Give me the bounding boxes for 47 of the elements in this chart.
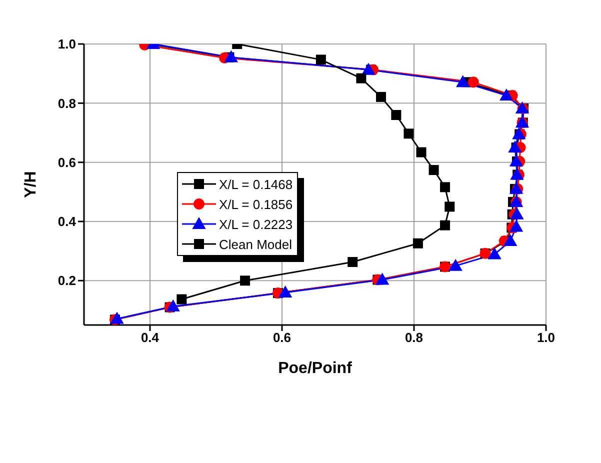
point (468, 76, 479, 88)
point (348, 256, 358, 267)
point (362, 63, 375, 75)
x-tick-label: 1.0 (536, 330, 556, 346)
legend-label: X/L = 0.1468 (219, 176, 293, 192)
point (176, 294, 187, 304)
y-tick-label: 0.6 (58, 154, 76, 170)
point (510, 208, 524, 220)
point (440, 220, 450, 230)
point (488, 248, 502, 260)
y-tick-label: 0.2 (58, 273, 76, 288)
point (508, 141, 522, 153)
point (316, 54, 326, 65)
point (391, 110, 402, 120)
point (404, 128, 414, 139)
point (440, 182, 450, 192)
legend-label: X/L = 0.2223 (219, 216, 293, 232)
point (110, 312, 124, 324)
point (449, 259, 462, 271)
legend-label: X/L = 0.1856 (219, 196, 293, 212)
point (416, 147, 426, 158)
point (356, 73, 366, 84)
point (376, 92, 386, 102)
point (428, 165, 439, 176)
point (376, 273, 389, 285)
point (512, 128, 526, 140)
point (500, 88, 513, 100)
point (510, 168, 524, 180)
point (456, 76, 470, 88)
point (224, 50, 238, 62)
x-tick-label: 0.8 (404, 330, 424, 346)
point (510, 182, 523, 194)
y-tick-label: 0.4 (58, 214, 77, 230)
point (166, 300, 180, 312)
x-tick-label: 0.6 (272, 330, 292, 346)
point (412, 238, 423, 248)
point (240, 276, 250, 286)
y-tick-label: 1.0 (58, 36, 76, 52)
x-axis-title: Poe/Poinf (278, 360, 353, 377)
point (504, 234, 517, 246)
y-axis-title: Y/H (22, 171, 40, 198)
point (278, 286, 292, 298)
point (444, 202, 455, 212)
point (510, 220, 523, 232)
y-tick-label: 0.8 (58, 96, 76, 111)
x-tick-label: 0.4 (140, 330, 160, 346)
legend-label: Clean Model (219, 236, 292, 252)
